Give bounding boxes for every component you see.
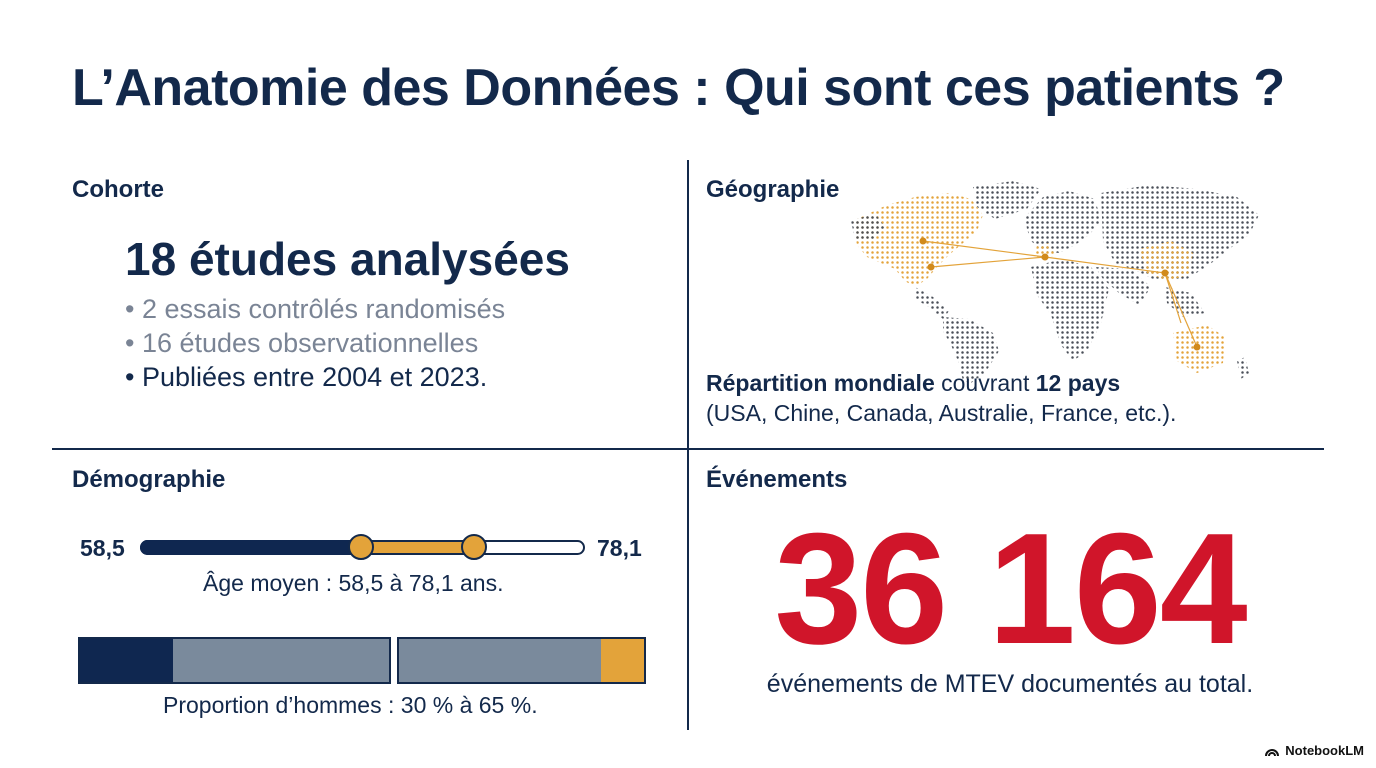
notebooklm-branding: NotebookLM [1264,743,1364,758]
women-share-fill [172,639,389,682]
age-range-fill-highlight [361,540,474,555]
notebooklm-logo-icon [1265,748,1280,756]
list-item: • 2 essais contrôlés randomisés [125,294,506,324]
page-title: L’Anatomie des Données : Qui sont ces pa… [72,59,1285,117]
men-share-fill [80,639,173,682]
geographie-summary-bold: Répartition mondiale [706,370,935,396]
country-list: (USA, Chine, Canada, Australie, France, … [706,400,1177,426]
horizontal-divider [52,448,1324,450]
studies-count: 18 études analysées [125,233,570,285]
events-total: 36 164 [774,501,1247,677]
geographie-heading: Géographie [706,176,840,203]
vertical-divider [687,160,689,730]
men-proportion-bar-max [397,637,646,684]
men-share-fill [399,639,602,682]
women-share-fill [601,639,644,682]
age-max-label: 78,1 [597,535,642,561]
geographie-summary-mid: couvrant [934,370,1036,396]
age-caption: Âge moyen : 58,5 à 78,1 ans. [203,570,504,596]
evenements-heading: Événements [706,466,848,493]
world-map-illustration [851,181,1259,383]
list-item: • 16 études observationnelles [125,328,479,358]
cohorte-heading: Cohorte [72,176,164,203]
cohorte-list: • 2 essais contrôlés randomisés • 16 étu… [125,292,505,394]
age-range-min-handle [348,534,374,560]
events-caption: événements de MTEV documentés au total. [766,670,1254,698]
list-item: • Publiées entre 2004 et 2023. [125,362,488,392]
demographie-heading: Démographie [72,466,226,493]
geographie-summary: Répartition mondiale couvrant 12 pays [706,370,1120,397]
men-proportion-bar-min [78,637,391,684]
age-range-fill-dark [140,540,362,555]
brand-label: NotebookLM [1285,743,1364,758]
age-range-max-handle [461,534,487,560]
country-count: 12 pays [1035,370,1121,396]
men-proportion-caption: Proportion d’hommes : 30 % à 65 %. [163,692,538,718]
age-min-label: 58,5 [80,535,125,561]
